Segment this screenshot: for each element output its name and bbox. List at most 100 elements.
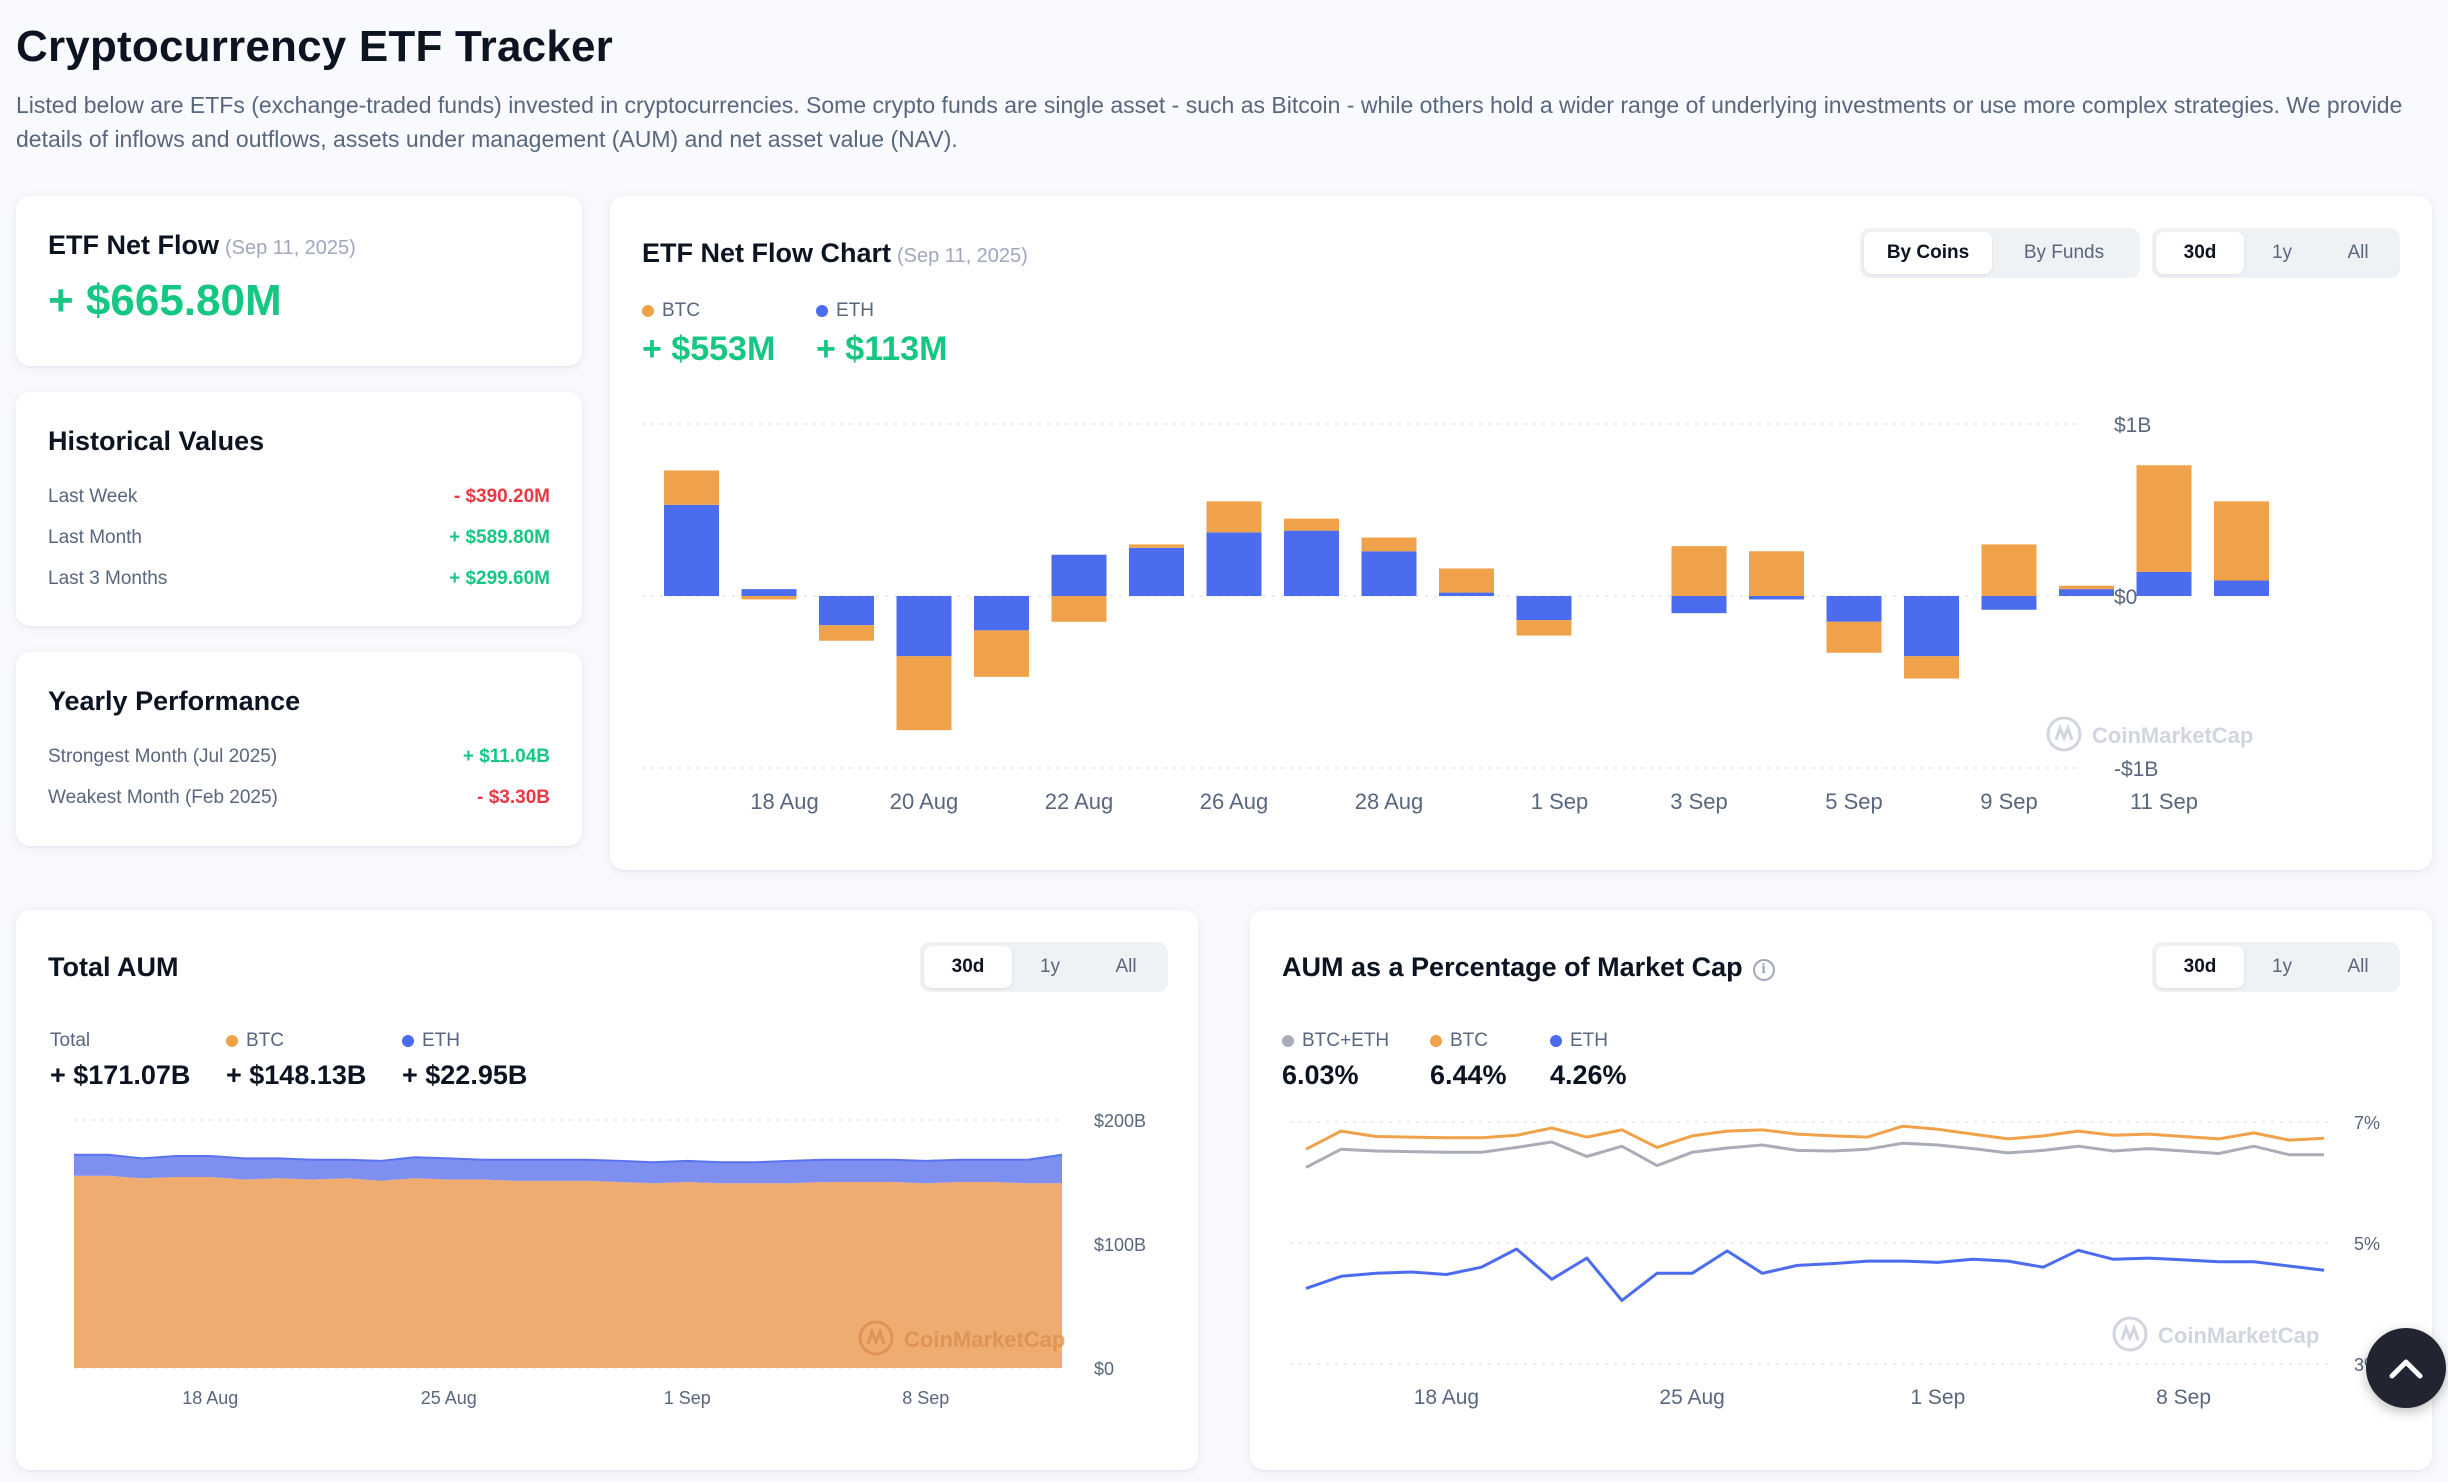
legend-eth[interactable]: ETH bbox=[1550, 1030, 1608, 1052]
eth-bar bbox=[741, 589, 797, 596]
btc-bar bbox=[2059, 585, 2114, 590]
eth-bar bbox=[2136, 571, 2192, 596]
x-tick-label: 11 Sep bbox=[2130, 789, 2198, 814]
flow-range-toggle: 30d 1y All bbox=[2152, 228, 2400, 278]
eth-area bbox=[74, 1154, 1062, 1184]
x-tick-label: 3 Sep bbox=[1670, 789, 1728, 814]
eth-bar bbox=[974, 596, 1029, 631]
range-30d-tab[interactable]: 30d bbox=[2156, 946, 2244, 988]
x-tick-label: 1 Sep bbox=[1531, 789, 1589, 814]
historical-row-label: Last Week bbox=[48, 486, 138, 507]
eth-line bbox=[1305, 1247, 2325, 1302]
yearly-row: Weakest Month (Feb 2025) - $3.30B bbox=[48, 783, 550, 813]
historical-values-title: Historical Values bbox=[48, 426, 265, 456]
range-30d-tab[interactable]: 30d bbox=[924, 946, 1012, 988]
range-1y-tab[interactable]: 1y bbox=[2271, 956, 2293, 977]
legend-btc[interactable]: BTC bbox=[642, 300, 700, 322]
btc-area bbox=[74, 1175, 1062, 1368]
legend-label: ETH bbox=[1570, 1030, 1608, 1051]
x-tick-label: 1 Sep bbox=[1910, 1386, 1965, 1409]
btc-line bbox=[1305, 1124, 2325, 1151]
range-1y-tab[interactable]: 1y bbox=[1039, 956, 1061, 977]
watermark-text: CoinMarketCap bbox=[2158, 1323, 2319, 1348]
aum-pct-range-toggle: 30d 1y All bbox=[2152, 942, 2400, 992]
eth-legend-dot bbox=[816, 305, 828, 317]
net-flow-chart-card: ETF Net Flow Chart (Sep 11, 2025) By Coin… bbox=[610, 196, 2432, 870]
info-icon[interactable]: i bbox=[1752, 959, 1775, 981]
net-flow-title-text: ETF Net Flow bbox=[48, 230, 219, 260]
eth-legend-dot bbox=[1550, 1035, 1562, 1047]
eth-flow-value: + $113M bbox=[816, 330, 948, 368]
x-tick-label: 18 Aug bbox=[750, 789, 819, 814]
legend-label: Total bbox=[50, 1030, 91, 1051]
eth-bar bbox=[1516, 596, 1572, 621]
range-30d-tab[interactable]: 30d bbox=[2156, 232, 2244, 274]
y-tick-label: $100B bbox=[1094, 1235, 1146, 1255]
btc-bar bbox=[974, 630, 1029, 677]
btc-bar bbox=[1749, 551, 1804, 596]
aum-range-toggle: 30d 1y All bbox=[920, 942, 1168, 992]
btc-bar bbox=[1981, 544, 2037, 596]
yearly-row-label-text: Weakest Month bbox=[48, 787, 180, 808]
total-aum-value: + $171.07B bbox=[50, 1060, 191, 1090]
historical-row-value: + $589.80M bbox=[449, 527, 550, 548]
aum-percentage-card: AUM as a Percentage of Market Cap i 30d 1… bbox=[1250, 910, 2432, 1470]
range-1y-tab[interactable]: 1y bbox=[2271, 242, 2293, 263]
btc-bar bbox=[1826, 621, 1882, 653]
x-tick-label: 18 Aug bbox=[182, 1388, 238, 1408]
eth-bar bbox=[1439, 592, 1494, 596]
y-tick-label: 5% bbox=[2354, 1234, 2380, 1254]
yearly-row-value: - $3.30B bbox=[477, 787, 550, 808]
legend-eth[interactable]: ETH bbox=[816, 300, 874, 322]
btc-bar bbox=[819, 625, 874, 641]
legend-btc[interactable]: BTC bbox=[226, 1030, 284, 1052]
y-tick-label: $0 bbox=[2114, 586, 2137, 609]
coinmarketcap-watermark: CoinMarketCap bbox=[2046, 716, 2253, 752]
legend-total: Total bbox=[50, 1030, 90, 1052]
by-funds-tab[interactable]: By Funds bbox=[2023, 242, 2105, 263]
btc-bar bbox=[1284, 518, 1339, 531]
net-flow-chart[interactable]: 18 Aug 20 Aug 22 Aug 26 Aug 28 Aug 1 Sep 3 Sep… bbox=[610, 196, 2432, 870]
legend-btc-eth[interactable]: BTC+ETH bbox=[1282, 1030, 1389, 1052]
x-tick-label: 25 Aug bbox=[1659, 1386, 1724, 1409]
x-tick-label: 20 Aug bbox=[890, 789, 959, 814]
net-flow-chart-title-text: ETF Net Flow Chart bbox=[642, 238, 891, 268]
scroll-to-top-button[interactable] bbox=[2366, 1328, 2446, 1408]
eth-aum-value: + $22.95B bbox=[402, 1060, 528, 1090]
legend-label: BTC bbox=[1450, 1030, 1488, 1051]
historical-row: Last 3 Months + $299.60M bbox=[48, 564, 550, 594]
eth-bar bbox=[1129, 547, 1184, 596]
eth-bar bbox=[1051, 554, 1107, 596]
btc-legend-dot bbox=[1430, 1035, 1442, 1047]
btc-bar bbox=[1206, 501, 1262, 533]
btc-bar bbox=[2214, 501, 2269, 581]
yearly-row-value: + $11.04B bbox=[462, 746, 550, 767]
net-flow-date: (Sep 11, 2025) bbox=[225, 237, 356, 259]
range-all-tab[interactable]: All bbox=[1115, 956, 1137, 977]
y-tick-label: -$1B bbox=[2114, 758, 2158, 781]
range-all-tab[interactable]: All bbox=[2347, 956, 2369, 977]
historical-row: Last Month + $589.80M bbox=[48, 523, 550, 553]
legend-btc[interactable]: BTC bbox=[1430, 1030, 1488, 1052]
eth-bar bbox=[1206, 532, 1262, 596]
by-coins-tab[interactable]: By Coins bbox=[1864, 232, 1992, 274]
coinmarketcap-logo-icon bbox=[858, 1320, 894, 1356]
total-aum-chart[interactable]: 18 Aug 25 Aug 1 Sep 8 Sep $200B $100B $0 Coin… bbox=[16, 910, 1198, 1470]
aum-percentage-title-text: AUM as a Percentage of Market Cap bbox=[1282, 952, 1743, 982]
range-all-tab[interactable]: All bbox=[2347, 242, 2369, 263]
eth-bar bbox=[819, 596, 874, 626]
legend-eth[interactable]: ETH bbox=[402, 1030, 460, 1052]
eth-bar bbox=[1749, 596, 1804, 600]
coinmarketcap-logo-icon bbox=[2112, 1316, 2148, 1352]
btc-pct-value: 6.44% bbox=[1430, 1060, 1507, 1090]
btc-bar bbox=[741, 596, 797, 600]
eth-legend-dot bbox=[402, 1035, 414, 1047]
net-flow-card: ETF Net Flow (Sep 11, 2025) + $665.80M bbox=[16, 196, 582, 366]
btc-flow-value: + $553M bbox=[642, 330, 776, 368]
eth-pct-value: 4.26% bbox=[1550, 1060, 1627, 1090]
coinmarketcap-watermark: CoinMarketCap bbox=[2112, 1316, 2319, 1352]
watermark-text: CoinMarketCap bbox=[2092, 723, 2253, 748]
yearly-row-period: (Feb 2025) bbox=[184, 787, 278, 808]
btc-aum-value: + $148.13B bbox=[226, 1060, 367, 1090]
